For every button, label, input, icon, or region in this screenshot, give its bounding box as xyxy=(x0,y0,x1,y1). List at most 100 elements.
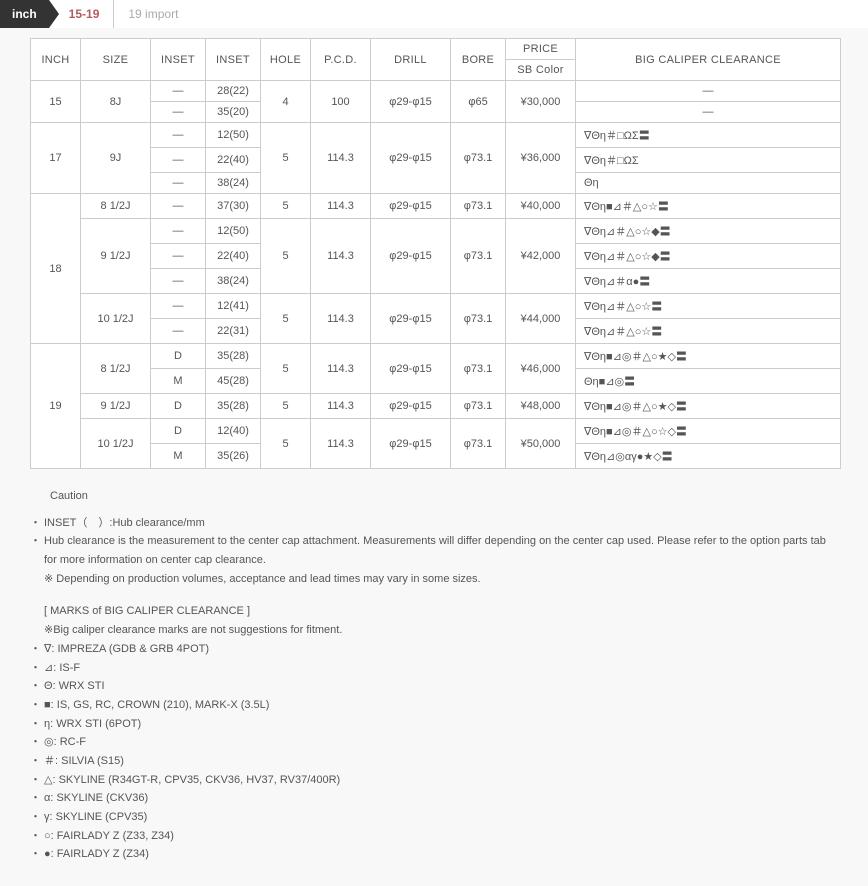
cell-drill: φ29-φ15 xyxy=(371,123,451,194)
cell-hole: 5 xyxy=(261,194,311,219)
cell-drill: φ29-φ15 xyxy=(371,194,451,219)
th-inset2: INSET xyxy=(206,39,261,81)
cell-clear: ∇Θη⊿＃△○☆〓 xyxy=(576,294,841,319)
cell-hole: 5 xyxy=(261,344,311,394)
th-hole: HOLE xyxy=(261,39,311,81)
cell-inset1: D xyxy=(151,419,206,444)
cell-hole: 5 xyxy=(261,123,311,194)
tab-inactive[interactable]: 19 import xyxy=(114,0,192,28)
cell-drill: φ29-φ15 xyxy=(371,419,451,469)
cell-pcd: 114.3 xyxy=(311,294,371,344)
cell-inset1: — xyxy=(151,173,206,194)
spec-table: INCH SIZE INSET INSET HOLE P.C.D. DRILL … xyxy=(30,38,841,469)
cell-pcd: 114.3 xyxy=(311,123,371,194)
cell-bore: φ73.1 xyxy=(451,294,506,344)
cell-clear: ∇Θη⊿＃△○☆〓 xyxy=(576,319,841,344)
cell-price: ¥42,000 xyxy=(506,219,576,294)
cell-hole: 5 xyxy=(261,294,311,344)
cell-inset2: 35(28) xyxy=(206,344,261,369)
cell-bore: φ73.1 xyxy=(451,123,506,194)
cell-price: ¥44,000 xyxy=(506,294,576,344)
caution-title: Caution xyxy=(50,487,838,506)
table-row: 10 1/2J—12(41)5114.3φ29-φ15φ73.1¥44,000∇… xyxy=(31,294,841,319)
cell-hole: 5 xyxy=(261,394,311,419)
cell-drill: φ29-φ15 xyxy=(371,394,451,419)
cell-inset1: M xyxy=(151,444,206,469)
cell-inset1: D xyxy=(151,394,206,419)
cell-inset1: — xyxy=(151,102,206,123)
cell-bore: φ73.1 xyxy=(451,394,506,419)
table-row: 198 1/2JD35(28)5114.3φ29-φ15φ73.1¥46,000… xyxy=(31,344,841,369)
cell-clear: ∇Θη■⊿◎＃△○★◇〓 xyxy=(576,394,841,419)
cell-hole: 5 xyxy=(261,219,311,294)
mark-line: ・η: WRX STI (6POT) xyxy=(44,715,838,734)
cell-size: 9 1/2J xyxy=(81,219,151,294)
cell-inset1: — xyxy=(151,194,206,219)
cell-size: 8J xyxy=(81,81,151,123)
cell-bore: φ73.1 xyxy=(451,344,506,394)
cell-inset2: 37(30) xyxy=(206,194,261,219)
cell-price: ¥30,000 xyxy=(506,81,576,123)
cell-inset1: — xyxy=(151,319,206,344)
cell-inset1: — xyxy=(151,81,206,102)
cell-inch: 18 xyxy=(31,194,81,344)
cell-bore: φ73.1 xyxy=(451,419,506,469)
cell-clear: ∇Θη⊿＃△○☆◆〓 xyxy=(576,244,841,269)
cell-inset1: — xyxy=(151,123,206,148)
cell-clear: — xyxy=(576,102,841,123)
cell-drill: φ29-φ15 xyxy=(371,294,451,344)
caution-line: ・INSET（ ）:Hub clearance/mm xyxy=(44,514,838,533)
cell-size: 8 1/2J xyxy=(81,194,151,219)
th-drill: DRILL xyxy=(371,39,451,81)
mark-line: ・＃: SILVIA (S15) xyxy=(44,752,838,771)
cell-inset1: D xyxy=(151,344,206,369)
tab-bar: inch 15-19 19 import xyxy=(0,0,868,28)
cell-pcd: 114.3 xyxy=(311,394,371,419)
cell-price: ¥48,000 xyxy=(506,394,576,419)
cell-hole: 4 xyxy=(261,81,311,123)
cell-bore: φ73.1 xyxy=(451,194,506,219)
mark-line: ・Θ: WRX STI xyxy=(44,677,838,696)
tab-inch-label: inch xyxy=(0,0,49,28)
cell-price: ¥40,000 xyxy=(506,194,576,219)
th-pcd: P.C.D. xyxy=(311,39,371,81)
cell-pcd: 100 xyxy=(311,81,371,123)
table-row: 188 1/2J—37(30)5114.3φ29-φ15φ73.1¥40,000… xyxy=(31,194,841,219)
mark-line: ・◎: RC-F xyxy=(44,733,838,752)
cell-clear: Θη■⊿◎〓 xyxy=(576,369,841,394)
th-sbcolor: SB Color xyxy=(506,60,576,81)
cell-clear: ∇Θη＃□ΩΣ xyxy=(576,148,841,173)
marks-title: [ MARKS of BIG CALIPER CLEARANCE ] xyxy=(44,602,838,621)
cell-pcd: 114.3 xyxy=(311,194,371,219)
cell-inset2: 12(50) xyxy=(206,219,261,244)
cell-size: 8 1/2J xyxy=(81,344,151,394)
cell-drill: φ29-φ15 xyxy=(371,219,451,294)
mark-line: ・∇: IMPREZA (GDB & GRB 4POT) xyxy=(44,640,838,659)
th-bore: BORE xyxy=(451,39,506,81)
mark-line: ・○: FAIRLADY Z (Z33, Z34) xyxy=(44,827,838,846)
cell-hole: 5 xyxy=(261,419,311,469)
table-row: 10 1/2JD12(40)5114.3φ29-φ15φ73.1¥50,000∇… xyxy=(31,419,841,444)
marks-note: ※Big caliper clearance marks are not sug… xyxy=(44,621,838,640)
th-size: SIZE xyxy=(81,39,151,81)
cell-price: ¥36,000 xyxy=(506,123,576,194)
cell-drill: φ29-φ15 xyxy=(371,344,451,394)
cell-inset1: — xyxy=(151,148,206,173)
cell-inset1: — xyxy=(151,269,206,294)
mark-line: ・△: SKYLINE (R34GT-R, CPV35, CKV36, HV37… xyxy=(44,771,838,790)
cell-pcd: 114.3 xyxy=(311,419,371,469)
cell-size: 9 1/2J xyxy=(81,394,151,419)
cell-price: ¥50,000 xyxy=(506,419,576,469)
th-clearance: BIG CALIPER CLEARANCE xyxy=(576,39,841,81)
cell-inset2: 35(20) xyxy=(206,102,261,123)
caution-line: ・Hub clearance is the measurement to the… xyxy=(44,532,838,569)
table-row: 158J—28(22)4100φ29-φ15φ65¥30,000— xyxy=(31,81,841,102)
cell-inset2: 12(50) xyxy=(206,123,261,148)
cell-price: ¥46,000 xyxy=(506,344,576,394)
cell-inset2: 35(28) xyxy=(206,394,261,419)
cell-inch: 15 xyxy=(31,81,81,123)
cell-bore: φ73.1 xyxy=(451,219,506,294)
cell-clear: ∇Θη⊿◎αγ●★◇〓 xyxy=(576,444,841,469)
mark-line: ・⊿: IS-F xyxy=(44,659,838,678)
cell-clear: ∇Θη■⊿＃△○☆〓 xyxy=(576,194,841,219)
